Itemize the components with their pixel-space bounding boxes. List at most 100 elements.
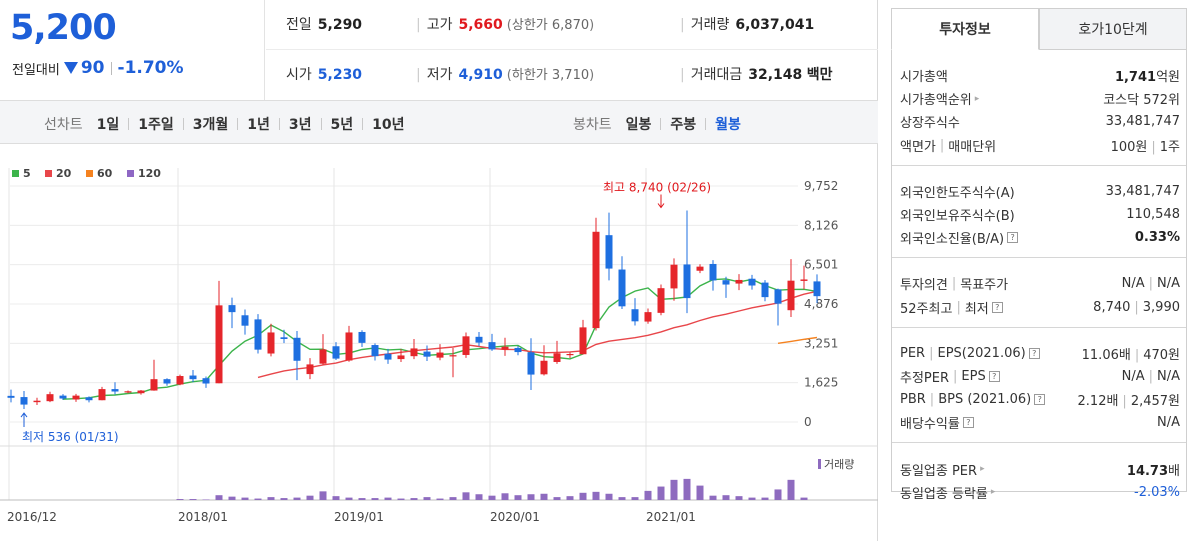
- lower-limit-label: 하한가: [511, 68, 548, 83]
- volume-bar: [371, 498, 379, 500]
- row-per: PER | EPS(2021.06)? 11.06배 | 470원: [900, 345, 1180, 363]
- period-1d[interactable]: 1일: [96, 117, 120, 133]
- help-icon[interactable]: ?: [1007, 232, 1019, 244]
- candle-body: [761, 282, 769, 298]
- row-industry-per[interactable]: 동일업종 PER ▸ 14.73배: [900, 463, 1180, 479]
- volume-bar: [462, 492, 470, 500]
- legend-swatch: [127, 170, 134, 177]
- candle-body: [748, 278, 756, 286]
- volume-bar: [345, 497, 353, 500]
- candle-daily[interactable]: 일봉: [625, 117, 652, 133]
- help-icon[interactable]: ?: [1034, 394, 1046, 406]
- candle-body: [462, 336, 470, 355]
- help-icon[interactable]: ?: [1028, 347, 1040, 359]
- volume-bar: [670, 479, 678, 500]
- volume-bar: [293, 497, 301, 500]
- legend-label-60: 60: [97, 167, 113, 180]
- open-label: 시가: [286, 67, 312, 83]
- candle-body: [293, 337, 301, 361]
- row-foreign-hold: 외국인보유주식수(B) 110,548: [900, 207, 1180, 225]
- volume-bar: [631, 497, 639, 500]
- x-tick-label: 2021/01: [646, 510, 696, 524]
- volume-bar: [306, 495, 314, 500]
- candle-body: [306, 364, 314, 375]
- help-icon[interactable]: ?: [991, 301, 1003, 313]
- volume-bar: [280, 498, 288, 500]
- period-10y[interactable]: 10년: [372, 117, 405, 133]
- row-rank[interactable]: 시가총액순위 ▸ 코스닥 572위: [900, 93, 1180, 109]
- y-tick-label: 4,876: [804, 297, 838, 311]
- volume-bar: [332, 496, 340, 500]
- candle-body: [540, 360, 548, 375]
- price-chart: 5 20 60 120 9,752 8,126 6,501 4,876 3,251 1,625 0 2…: [0, 150, 878, 541]
- period-1w[interactable]: 1주일: [138, 117, 174, 133]
- candle-body: [241, 315, 249, 326]
- volume-bar: [527, 494, 535, 500]
- change-row: 전일대비 90 -1.70%: [12, 58, 184, 78]
- candle-body: [397, 355, 405, 360]
- candle-weekly[interactable]: 주봉: [670, 117, 697, 133]
- row-foreign-limit: 외국인한도주식수(A) 33,481,747: [900, 183, 1180, 201]
- change-amount: 90: [80, 58, 105, 78]
- low-value: 4,910: [458, 67, 503, 83]
- min-arrow-head: [20, 412, 28, 418]
- invest-info-table: 시가총액 1,741억원 시가총액순위 ▸ 코스닥 572위 상장주식수 33,481,…: [891, 50, 1187, 502]
- current-price: 5,200: [10, 8, 117, 48]
- candle-body: [436, 352, 444, 358]
- candle-chart-periods: 봉차트 일봉 주봉 월봉: [573, 114, 741, 134]
- volume-bar: [241, 497, 249, 500]
- row-market-cap: 시가총액 1,741억원: [900, 70, 1180, 86]
- volume-bar: [566, 496, 574, 500]
- volume-bar: [228, 496, 236, 500]
- candle-body: [345, 332, 353, 361]
- candle-body: [592, 231, 600, 329]
- trade-amount-cell: | 거래대금 32,148 백만: [680, 67, 833, 83]
- volume-bar: [579, 492, 587, 500]
- volume-bar: [748, 497, 756, 500]
- candle-body: [735, 279, 743, 284]
- y-tick-label: 3,251: [804, 336, 838, 350]
- volume-bar: [488, 495, 496, 500]
- volume-bar: [696, 485, 704, 500]
- period-1y[interactable]: 1년: [247, 117, 270, 133]
- volume-cell: | 거래량 6,037,041: [680, 17, 815, 33]
- candle-body: [228, 305, 236, 313]
- upper-limit-label: 상한가: [511, 18, 548, 33]
- volume-bar: [709, 495, 717, 500]
- candle-body: [176, 376, 184, 385]
- candle-body: [280, 337, 288, 339]
- candle-body: [163, 379, 171, 384]
- legend-swatch: [86, 170, 93, 177]
- candle-body: [7, 395, 15, 398]
- candle-body: [59, 395, 67, 399]
- volume-bar: [605, 493, 613, 500]
- candle-body: [501, 346, 509, 350]
- candle-body: [787, 280, 795, 311]
- candle-body: [358, 331, 366, 343]
- candle-body: [488, 342, 496, 350]
- candle-body: [72, 395, 80, 400]
- low-cell: | 저가 4,910 (하한가 3,710): [416, 67, 595, 83]
- price-summary: 5,200 전일대비 90 -1.70%: [0, 0, 265, 100]
- volume-bar: [735, 496, 743, 500]
- candle-monthly[interactable]: 월봉: [715, 117, 741, 133]
- period-3m[interactable]: 3개월: [192, 117, 229, 133]
- legend-swatch: [12, 170, 19, 177]
- tab-invest-info[interactable]: 투자정보: [891, 8, 1039, 50]
- candle-body: [605, 235, 613, 269]
- row-industry-change[interactable]: 동일업종 등락률 ▸ -2.03%: [900, 484, 1180, 502]
- period-3y[interactable]: 3년: [288, 117, 312, 133]
- volume-bar: [475, 494, 483, 500]
- volume-label: 거래량: [690, 17, 730, 33]
- volume-bar: [800, 497, 808, 500]
- change-percent: -1.70%: [117, 58, 184, 78]
- volume-bar: [397, 498, 405, 500]
- help-icon[interactable]: ?: [962, 417, 974, 429]
- quote-row-2: 시가 5,230 | 저가 4,910 (하한가 3,710) | 거래대금 32,148 …: [266, 50, 878, 100]
- period-5y[interactable]: 5년: [330, 117, 354, 133]
- open-cell: 시가 5,230: [286, 64, 362, 84]
- tab-orderbook[interactable]: 호가10단계: [1039, 8, 1187, 50]
- help-icon[interactable]: ?: [988, 370, 1000, 382]
- legend-label-5: 5: [23, 167, 31, 180]
- line-chart-periods: 선차트 1일 1주일 3개월 1년 3년 5년 10년: [44, 114, 405, 134]
